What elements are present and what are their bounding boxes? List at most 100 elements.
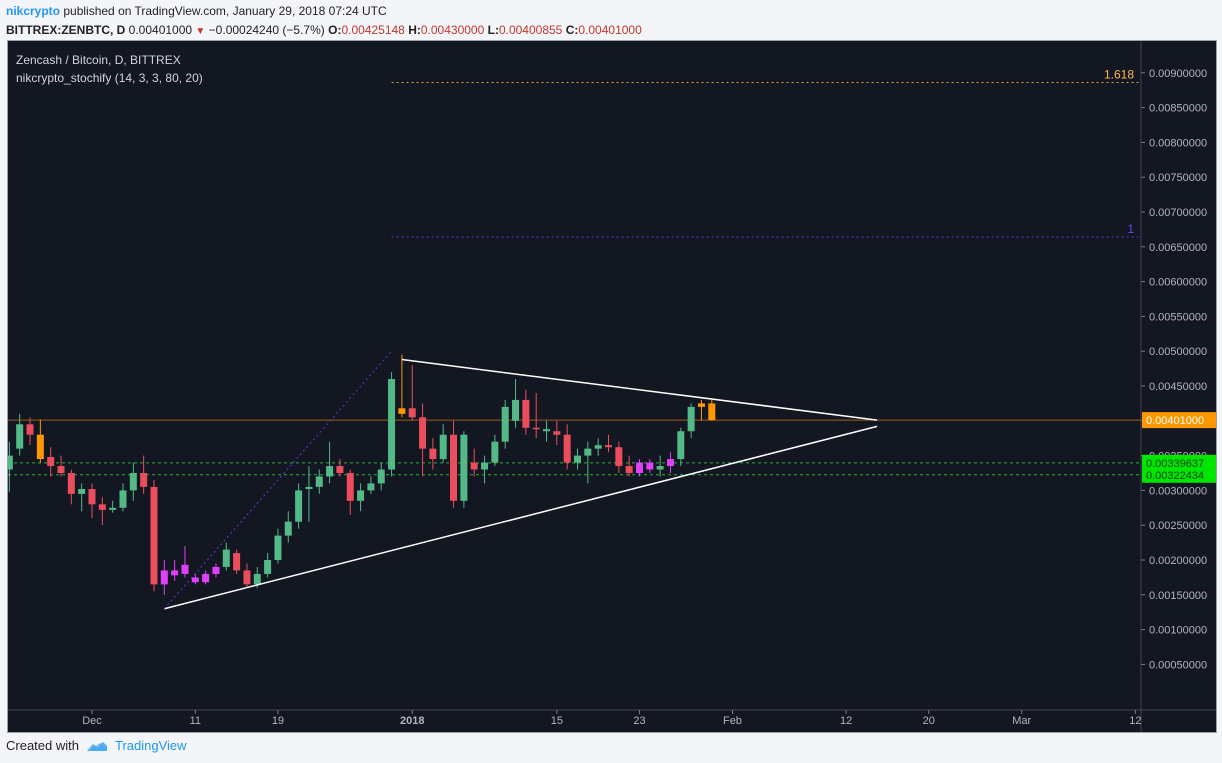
candle-body: [253, 573, 261, 585]
candle-body: [708, 403, 716, 421]
candle-body: [687, 406, 695, 432]
candle-body: [666, 459, 674, 467]
author-link[interactable]: nikcrypto: [6, 4, 61, 18]
high-label: H:: [408, 23, 421, 37]
candle-body: [605, 445, 612, 448]
candle-body: [264, 560, 272, 574]
symbol-label: BITTREX:ZENBTC, D: [6, 23, 126, 37]
candle-body: [563, 434, 571, 463]
chart-title: Zencash / Bitcoin, D, BITTREX: [16, 53, 181, 67]
candle-body: [398, 408, 406, 414]
x-tick-label: 20: [923, 715, 935, 727]
candle-body: [677, 431, 685, 460]
x-tick-label: 19: [272, 715, 284, 727]
candle-body: [305, 486, 313, 490]
candle-body: [429, 448, 437, 460]
open-value: 0.00425148: [341, 23, 405, 37]
candle-body: [129, 473, 137, 491]
candle-body: [78, 489, 86, 494]
x-tick-label: Dec: [82, 715, 102, 727]
price-line-tag-label: 0.00401000: [1146, 415, 1204, 427]
open-label: O:: [328, 23, 342, 37]
candle-body: [501, 406, 509, 442]
candle-body: [522, 399, 530, 428]
close-value: 0.00401000: [578, 23, 642, 37]
candle-body: [315, 476, 323, 487]
candle-body: [16, 424, 24, 449]
low-label: L:: [487, 23, 499, 37]
close-label: C:: [565, 23, 579, 37]
tradingview-logo-icon: [86, 741, 107, 751]
candle-body: [57, 466, 65, 473]
candle-body: [336, 466, 344, 473]
y-tick-label: 0.00650000: [1149, 242, 1207, 254]
triangle-lower-line: [164, 425, 878, 610]
candle-body: [346, 473, 354, 501]
candle-body: [140, 473, 148, 487]
candle-body: [191, 577, 199, 583]
x-tick-label: Mar: [1012, 715, 1031, 727]
candle-body: [377, 469, 385, 484]
y-tick-label: 0.00700000: [1149, 207, 1207, 219]
y-tick-label: 0.00150000: [1149, 590, 1207, 602]
down-arrow-icon: ▼: [195, 26, 206, 37]
y-tick-label: 0.00850000: [1149, 103, 1207, 115]
x-tick-label: 11: [190, 715, 201, 727]
indicator-label: nikcrypto_stochify (14, 3, 3, 80, 20): [16, 71, 203, 85]
candle-body: [26, 424, 34, 435]
candle-body: [295, 490, 303, 522]
last-price: 0.00401000: [128, 23, 193, 37]
chart-canvas[interactable]: 0.00050000 0.00100000 0.00150000 0.00200000…: [5, 41, 1216, 732]
low-value: 0.00400855: [498, 23, 563, 37]
x-tick-label: 23: [633, 715, 645, 727]
candle-body: [202, 573, 210, 583]
symbol-info: BITTREX:ZENBTC, D 0.00401000 ▼ −0.000242…: [6, 23, 642, 37]
candle-body: [109, 507, 117, 510]
candle-body: [584, 448, 592, 456]
x-tick-label: 2018: [400, 715, 424, 727]
x-tick-label: 12: [1129, 715, 1141, 727]
candle-body: [181, 564, 189, 574]
y-tick-label: 0.00900000: [1149, 68, 1207, 80]
candle-body: [284, 521, 292, 536]
candle-body: [357, 490, 365, 501]
candle-body: [697, 403, 705, 407]
y-tick-label: 0.00750000: [1149, 172, 1207, 184]
publish-info: nikcrypto published on TradingView.com, …: [6, 4, 387, 18]
y-tick-label: 0.00600000: [1149, 277, 1207, 289]
candle-body: [274, 535, 282, 560]
candle-body: [67, 473, 75, 494]
candle-body: [388, 379, 396, 470]
y-tick-label: 0.00250000: [1149, 520, 1207, 532]
tradingview-link[interactable]: TradingView: [114, 738, 187, 753]
fib-anchor-line: [163, 350, 392, 610]
footer: Created with TradingView: [6, 738, 187, 753]
fib-1618-label: 1.618: [1104, 68, 1134, 82]
candle-body: [460, 434, 468, 501]
candle-body: [119, 490, 127, 508]
candle-body: [646, 462, 654, 470]
triangle-upper-line: [401, 358, 878, 421]
candle-body: [491, 441, 499, 463]
price-line-tag: [1142, 412, 1216, 429]
candle-body: [532, 427, 540, 430]
candle-body: [326, 466, 334, 477]
publish-text: published on TradingView.com, January 29…: [63, 4, 387, 18]
candle-body: [635, 462, 643, 473]
candle-body: [439, 434, 447, 460]
y-tick-label: 0.00300000: [1149, 485, 1207, 497]
candle-body: [543, 429, 551, 432]
x-tick-label: 15: [551, 715, 563, 727]
ohlc-values: O:0.00425148 H:0.00430000 L:0.00400855 C…: [328, 23, 642, 37]
chart-panel[interactable]: 0.00050000 0.00100000 0.00150000 0.00200000…: [5, 40, 1217, 733]
candle-body: [625, 466, 633, 473]
candle-body: [419, 417, 427, 449]
candle-body: [470, 462, 478, 470]
x-tick-label: Feb: [723, 715, 742, 727]
y-tick-label: 0.00100000: [1149, 625, 1207, 637]
candle-body: [88, 489, 96, 505]
y-tick-label: 0.00500000: [1149, 346, 1207, 358]
level-green-2-tag-label: 0.00322434: [1146, 470, 1204, 482]
candle-body: [553, 431, 561, 435]
x-tick-label: 12: [840, 715, 852, 727]
